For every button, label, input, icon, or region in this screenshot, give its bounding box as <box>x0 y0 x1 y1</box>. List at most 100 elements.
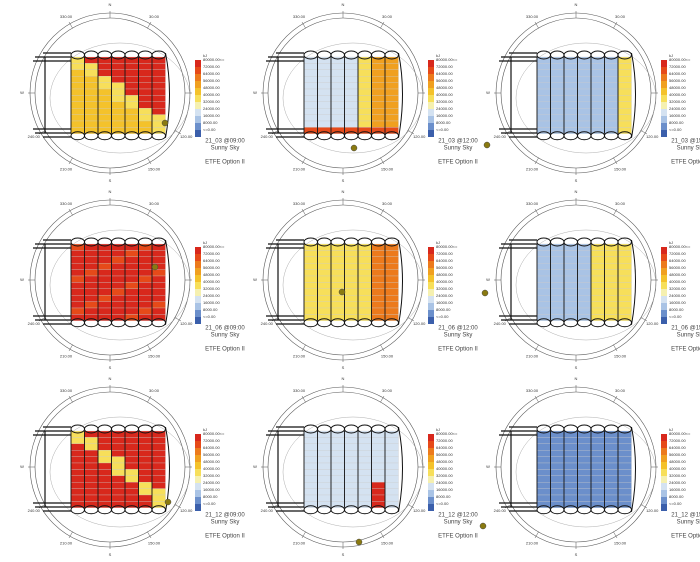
compass-label: 120.00 <box>646 508 659 513</box>
heat-cell <box>111 456 126 464</box>
legend-label: 56000.00 <box>203 78 220 83</box>
heat-cell <box>536 450 551 457</box>
heat-cell <box>111 63 126 70</box>
building-frame <box>499 239 537 325</box>
heat-cell <box>70 488 85 496</box>
heat-cell <box>97 456 112 464</box>
heat-cell <box>303 88 318 96</box>
legend-label: 64000.00 <box>436 71 453 76</box>
heat-cell <box>317 450 332 457</box>
compass-label: 330.00 <box>526 14 539 19</box>
heat-cell <box>330 263 345 270</box>
heat-cell <box>371 269 386 277</box>
legend-label: 80000.00<= <box>203 57 225 62</box>
heat-cell <box>303 120 318 128</box>
heat-cell <box>344 494 359 502</box>
legend-swatch <box>661 95 667 102</box>
heat-cell <box>317 108 332 115</box>
legend-swatch <box>661 261 667 268</box>
heat-cell <box>124 282 139 289</box>
heat-cell <box>357 82 372 90</box>
heat-cell <box>357 462 372 470</box>
legend-label: 56000.00 <box>203 265 220 270</box>
heat-cell <box>577 488 592 496</box>
heat-cell <box>563 88 578 96</box>
heat-cell <box>124 275 139 283</box>
sun-position <box>483 141 491 149</box>
heat-cell <box>563 82 578 90</box>
heat-cell <box>317 269 332 277</box>
legend-swatch <box>195 261 201 268</box>
heat-cell <box>577 450 592 457</box>
heat-cell <box>70 462 85 470</box>
compass-tick <box>613 344 618 352</box>
heat-cell <box>384 301 399 309</box>
sun-arc <box>282 229 424 341</box>
legend-label: <=0.00 <box>203 127 216 132</box>
heat-cell <box>590 469 605 476</box>
heat-cell <box>330 301 345 309</box>
heat-cell <box>124 288 139 296</box>
legend-label: 24000.00 <box>436 106 453 111</box>
heat-cell <box>590 295 605 302</box>
heat-cell <box>84 301 99 309</box>
heat-cell <box>536 63 551 70</box>
heat-cell <box>344 108 359 115</box>
building-frame <box>33 239 71 325</box>
heat-cell <box>124 437 139 444</box>
compass-label: 150.00 <box>614 166 627 171</box>
legend-unit: kJ <box>203 427 207 432</box>
heat-cell <box>330 494 345 502</box>
heat-cell <box>617 63 632 70</box>
heat-cell <box>151 250 166 257</box>
legend-swatch <box>428 247 434 254</box>
heat-cell <box>617 443 632 451</box>
heat-cell <box>590 288 605 296</box>
heat-cell <box>124 88 139 96</box>
heat-cell <box>303 437 318 444</box>
heat-cell <box>617 95 632 102</box>
sun-arc <box>515 229 657 341</box>
legend-label: 72000.00 <box>436 64 453 69</box>
heat-cell <box>70 69 85 77</box>
heat-cell <box>111 488 126 496</box>
heat-cell <box>317 63 332 70</box>
legend-label: 80000.00<= <box>436 57 458 62</box>
compass-label: 330.00 <box>526 201 539 206</box>
legend-label: 8000.00 <box>436 307 451 312</box>
legend-label: 64000.00 <box>203 258 220 263</box>
legend-label: 56000.00 <box>436 265 453 270</box>
legend-swatch <box>661 268 667 275</box>
panel: N30.00E120.00150.00S210.00240.00W330.00k… <box>253 189 478 370</box>
heat-cell <box>371 108 386 115</box>
caption: 21_06 @12:00 <box>438 326 478 332</box>
heat-cell <box>563 263 578 270</box>
heat-cell <box>111 482 126 489</box>
panel: N30.00E120.00150.00S210.00240.00W330.00k… <box>483 2 700 183</box>
heat-cell <box>124 256 139 264</box>
heat-cell <box>84 288 99 296</box>
heat-cell <box>303 469 318 476</box>
heat-cell <box>97 256 112 264</box>
heat-cell <box>70 437 85 444</box>
heat-cell <box>330 282 345 289</box>
heat-cell <box>124 101 139 109</box>
legend-swatch <box>195 123 201 130</box>
heat-cell <box>317 120 332 128</box>
legend-swatch <box>195 109 201 116</box>
sun-position <box>338 288 346 296</box>
heat-cell <box>590 475 605 483</box>
legend-label: 56000.00 <box>669 78 686 83</box>
legend-label: 16000.00 <box>203 300 220 305</box>
heat-cell <box>344 69 359 77</box>
legend-label: 72000.00 <box>669 251 686 256</box>
heat-cell <box>97 82 112 90</box>
heat-cell <box>70 295 85 302</box>
caption: 21_03 @15:00 <box>671 139 700 145</box>
compass-tick <box>640 504 648 509</box>
legend-swatch <box>195 88 201 95</box>
heat-cell <box>371 69 386 77</box>
heat-cell <box>138 450 153 457</box>
heat-cell <box>97 475 112 483</box>
compass-tick <box>301 21 306 29</box>
